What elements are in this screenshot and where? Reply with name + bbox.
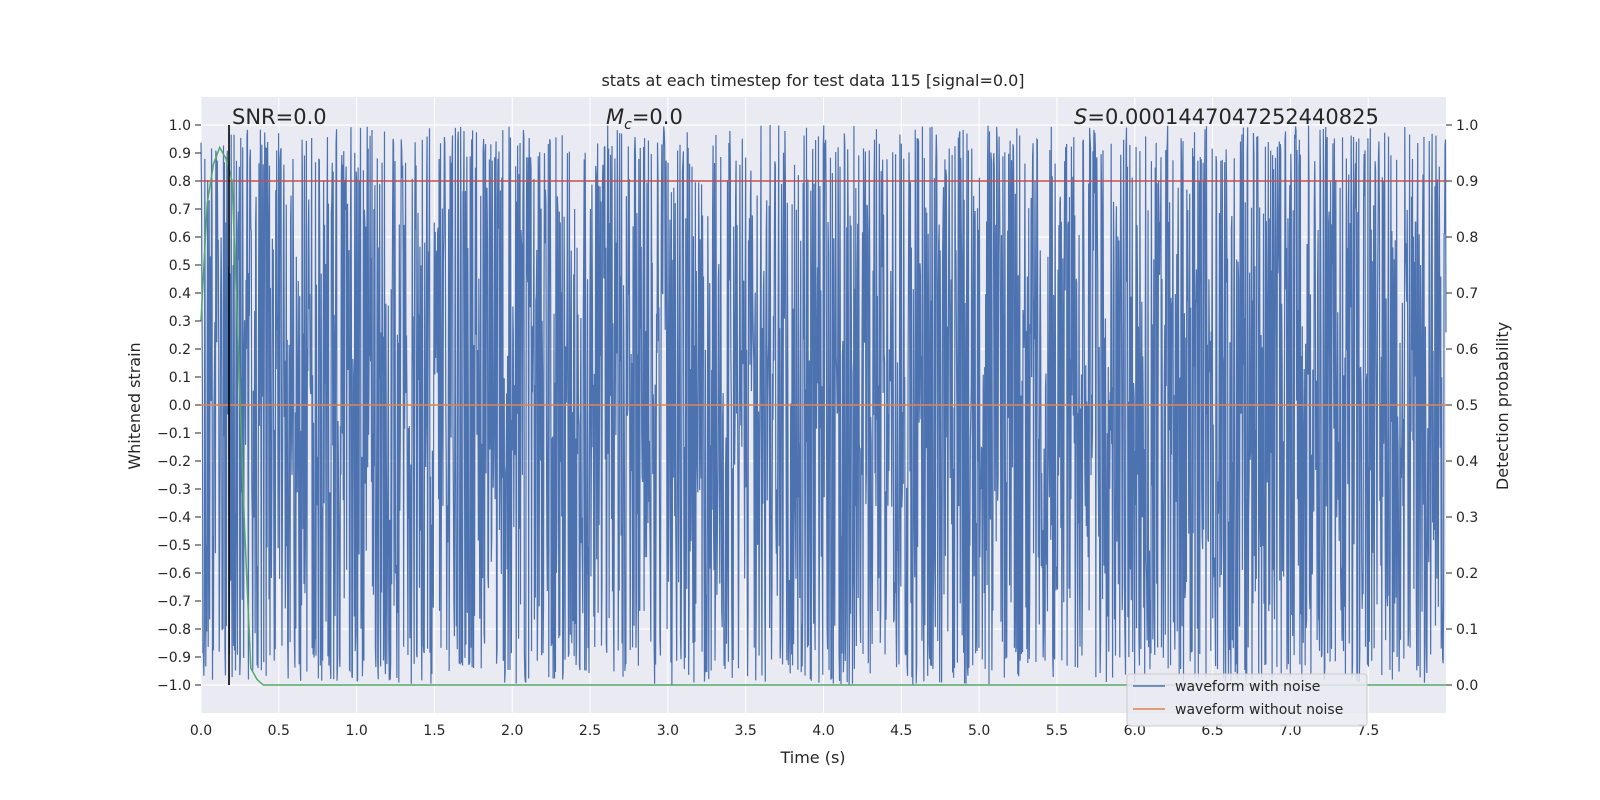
s-symbol: S [1074,105,1087,129]
right-tick-label-3: 0.7 [1456,286,1478,302]
x-tick-label-6: 3.0 [657,723,679,739]
right-y-axis-ticks: 1.0 0.9 0.8 0.7 0.6 0.5 0.4 0.3 0.2 0.1 0.0 [1446,118,1478,694]
right-tick-label-0: 1.0 [1456,118,1478,134]
right-tick-label-1: 0.9 [1456,174,1478,190]
left-tick-label-4: 0.6 [169,230,191,246]
mc-symbol: M [606,105,624,129]
right-tick-label-8: 0.2 [1456,566,1478,582]
left-y-axis-ticks: 1.0 0.9 0.8 0.7 0.6 0.5 0.4 0.3 0.2 0.1 0.0 −0.1 −0.… [157,118,201,694]
x-tick-label-4: 2.0 [501,723,523,739]
right-tick-label-4: 0.6 [1456,342,1478,358]
left-tick-label-1: 0.9 [169,146,191,162]
x-tick-label-0: 0.0 [190,723,212,739]
x-axis-label: Time (s) [779,748,845,767]
right-tick-label-5: 0.5 [1456,398,1478,414]
legend-label-noise: waveform with noise [1175,679,1320,695]
left-tick-label-3: 0.7 [169,202,191,218]
left-tick-label-2: 0.8 [169,174,191,190]
snr-annotation: SNR=0.0 [232,105,327,129]
left-tick-label-12: −0.2 [157,454,191,470]
left-tick-label-15: −0.5 [157,538,191,554]
x-tick-label-11: 5.5 [1046,723,1068,739]
s-value: =0.0001447047252440825 [1087,105,1379,129]
x-tick-label-2: 1.0 [345,723,367,739]
right-tick-label-10: 0.0 [1456,678,1478,694]
left-tick-label-13: −0.3 [157,482,191,498]
left-tick-label-14: −0.4 [157,510,191,526]
right-tick-label-2: 0.8 [1456,230,1478,246]
legend-box [1126,673,1368,727]
left-tick-label-18: −0.8 [157,622,191,638]
noise-trace [200,125,1447,685]
series-waveform-with-noise [200,125,1447,685]
x-tick-label-15: 7.5 [1357,723,1379,739]
x-tick-label-8: 4.0 [812,723,834,739]
right-tick-label-9: 0.1 [1456,622,1478,638]
left-tick-label-19: −0.9 [157,650,191,666]
legend: waveform with noise waveform without noi… [1126,673,1368,727]
left-tick-label-6: 0.4 [169,286,191,302]
left-tick-label-17: −0.7 [157,594,191,610]
left-tick-label-9: 0.1 [169,370,191,386]
x-tick-label-14: 7.0 [1279,723,1301,739]
x-tick-label-3: 1.5 [423,723,445,739]
x-tick-label-5: 2.5 [579,723,601,739]
left-y-axis-label: Whitened strain [125,342,144,469]
left-tick-label-10: 0.0 [169,398,191,414]
s-annotation: S=0.0001447047252440825 [1074,105,1379,129]
series-detection-probability [200,145,1446,686]
left-tick-label-20: −1.0 [157,678,191,694]
right-y-axis-label: Detection probability [1493,322,1512,490]
legend-label-clean: waveform without noise [1175,702,1343,718]
left-tick-label-0: 1.0 [169,118,191,134]
left-tick-label-8: 0.2 [169,342,191,358]
x-tick-label-9: 4.5 [890,723,912,739]
x-tick-label-12: 6.0 [1124,723,1146,739]
left-tick-label-5: 0.5 [169,258,191,274]
left-tick-label-11: −0.1 [157,426,191,442]
x-tick-label-1: 0.5 [268,723,290,739]
x-axis-ticks: 0.0 0.5 1.0 1.5 2.0 2.5 3.0 3.5 4.0 4.5 5.0 5.5 6.0 6… [190,723,1379,739]
chart-title: stats at each timestep for test data 115… [601,71,1024,90]
right-tick-label-7: 0.3 [1456,510,1478,526]
left-tick-label-7: 0.3 [169,314,191,330]
x-tick-label-7: 3.5 [735,723,757,739]
x-tick-label-10: 5.0 [968,723,990,739]
right-tick-label-6: 0.4 [1456,454,1478,470]
chirp-mass-annotation: Mc=0.0 [606,105,683,133]
left-tick-label-16: −0.6 [157,566,191,582]
mc-subscript: c [624,117,632,133]
x-tick-label-13: 6.5 [1201,723,1223,739]
mc-value: =0.0 [632,105,683,129]
